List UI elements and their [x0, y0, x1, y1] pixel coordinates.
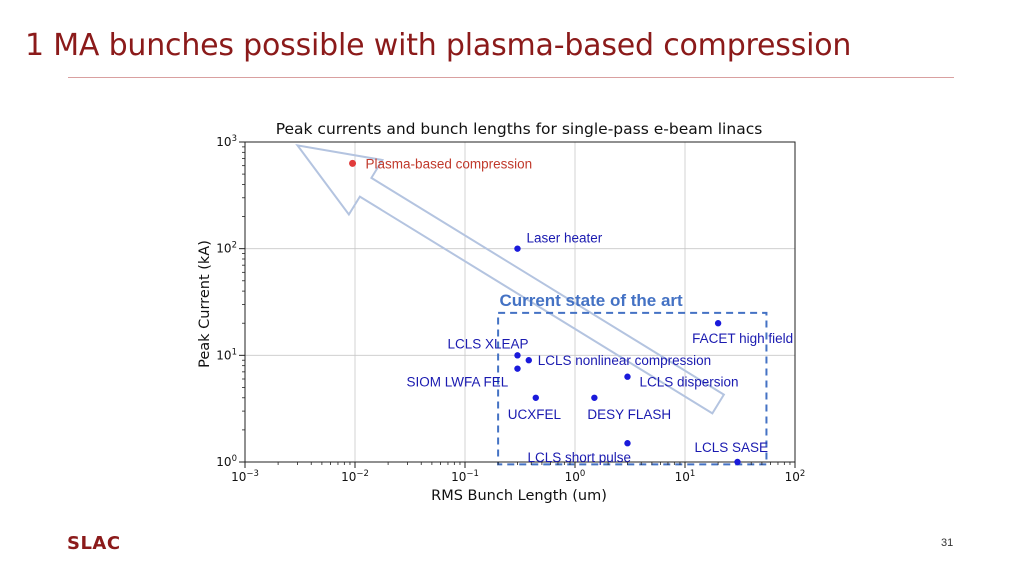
point-label: UCXFEL: [508, 407, 562, 422]
point-label: DESY FLASH: [587, 407, 671, 422]
point-label: LCLS nonlinear compression: [538, 353, 711, 368]
chart-title: Peak currents and bunch lengths for sing…: [276, 120, 763, 138]
region-annotation: Current state of the art: [499, 291, 683, 310]
data-point: [734, 458, 741, 466]
data-point: [514, 245, 521, 252]
slac-logo: SLAC: [67, 533, 121, 554]
data-point: [532, 394, 539, 401]
point-label: Plasma-based compression: [366, 156, 533, 171]
state-of-art-region: [497, 311, 768, 466]
data-point: [514, 365, 521, 372]
y-tick-label: 101: [216, 347, 237, 362]
x-tick-label: 10−1: [451, 469, 479, 484]
state-of-art-box: [497, 311, 768, 466]
data-point: [591, 394, 598, 401]
y-tick-label: 100: [216, 454, 237, 469]
trend-arrow-shape: [295, 143, 726, 415]
page-number: 31: [941, 537, 954, 549]
axis-ticks: 10−3 10−2 10−1 100 101 102 100 101 102 103: [216, 134, 805, 484]
data-point: [714, 320, 722, 327]
x-axis-label: RMS Bunch Length (um): [431, 488, 607, 504]
data-point: [624, 373, 631, 380]
data-point: [525, 357, 532, 364]
point-label: FACET high field: [692, 331, 793, 346]
data-point: [624, 440, 631, 447]
x-tick-label: 101: [675, 469, 696, 484]
trend-arrow: [295, 143, 726, 415]
title-divider: [68, 77, 954, 78]
point-label: LCLS SASE: [694, 440, 768, 455]
x-tick-label: 100: [565, 469, 586, 484]
point-label: Laser heater: [526, 231, 602, 246]
data-point: [349, 159, 357, 167]
y-tick-label: 103: [216, 134, 237, 149]
data-points: [349, 159, 741, 466]
slide-title: 1 MA bunches possible with plasma-based …: [25, 28, 852, 63]
y-tick-label: 102: [216, 241, 237, 256]
data-point: [514, 352, 521, 359]
point-label: LCLS dispersion: [639, 375, 738, 390]
y-axis-label: Peak Current (kA): [197, 240, 213, 368]
point-labels: Plasma-based compression Laser heater FACE…: [366, 156, 794, 465]
x-tick-label: 10−3: [231, 469, 259, 484]
plot-frame: [244, 141, 796, 463]
x-tick-label: 10−2: [341, 469, 369, 484]
point-label: LCLS short pulse: [527, 450, 631, 465]
point-label: SIOM LWFA FEL: [406, 375, 508, 390]
x-tick-label: 102: [785, 469, 806, 484]
point-label: LCLS XLEAP: [447, 336, 528, 351]
